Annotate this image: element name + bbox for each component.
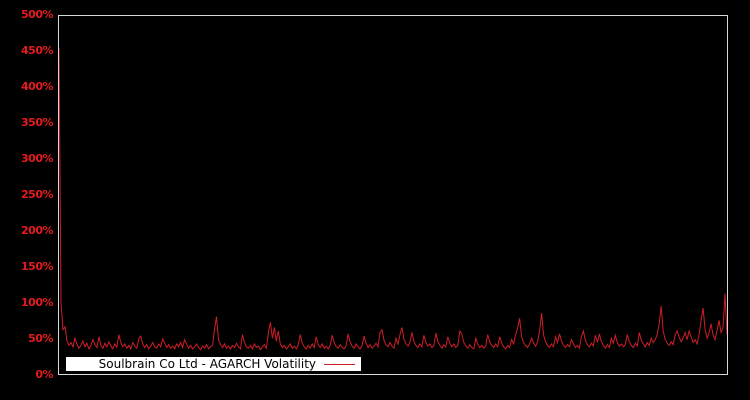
y-axis-tick-label: 200% [21, 224, 53, 237]
plot-area [58, 15, 728, 375]
volatility-line [59, 48, 727, 351]
y-axis-tick-label: 350% [21, 116, 53, 129]
legend-line-sample-icon [324, 363, 355, 365]
y-axis-tick-label: 300% [21, 152, 53, 165]
volatility-line-chart [59, 48, 727, 351]
y-axis-tick-label: 500% [21, 8, 53, 21]
legend: Soulbrain Co Ltd - AGARCH Volatility [65, 356, 362, 372]
y-axis-tick-label: 100% [21, 296, 53, 309]
y-axis-tick-label: 250% [21, 188, 53, 201]
y-axis-tick-label: 50% [28, 332, 53, 345]
y-axis-tick-label: 150% [21, 260, 53, 273]
legend-label: Soulbrain Co Ltd - AGARCH Volatility [98, 357, 316, 371]
y-axis-tick-label: 0% [35, 368, 53, 381]
y-axis-tick-label: 400% [21, 80, 53, 93]
y-axis-tick-label: 450% [21, 44, 53, 57]
